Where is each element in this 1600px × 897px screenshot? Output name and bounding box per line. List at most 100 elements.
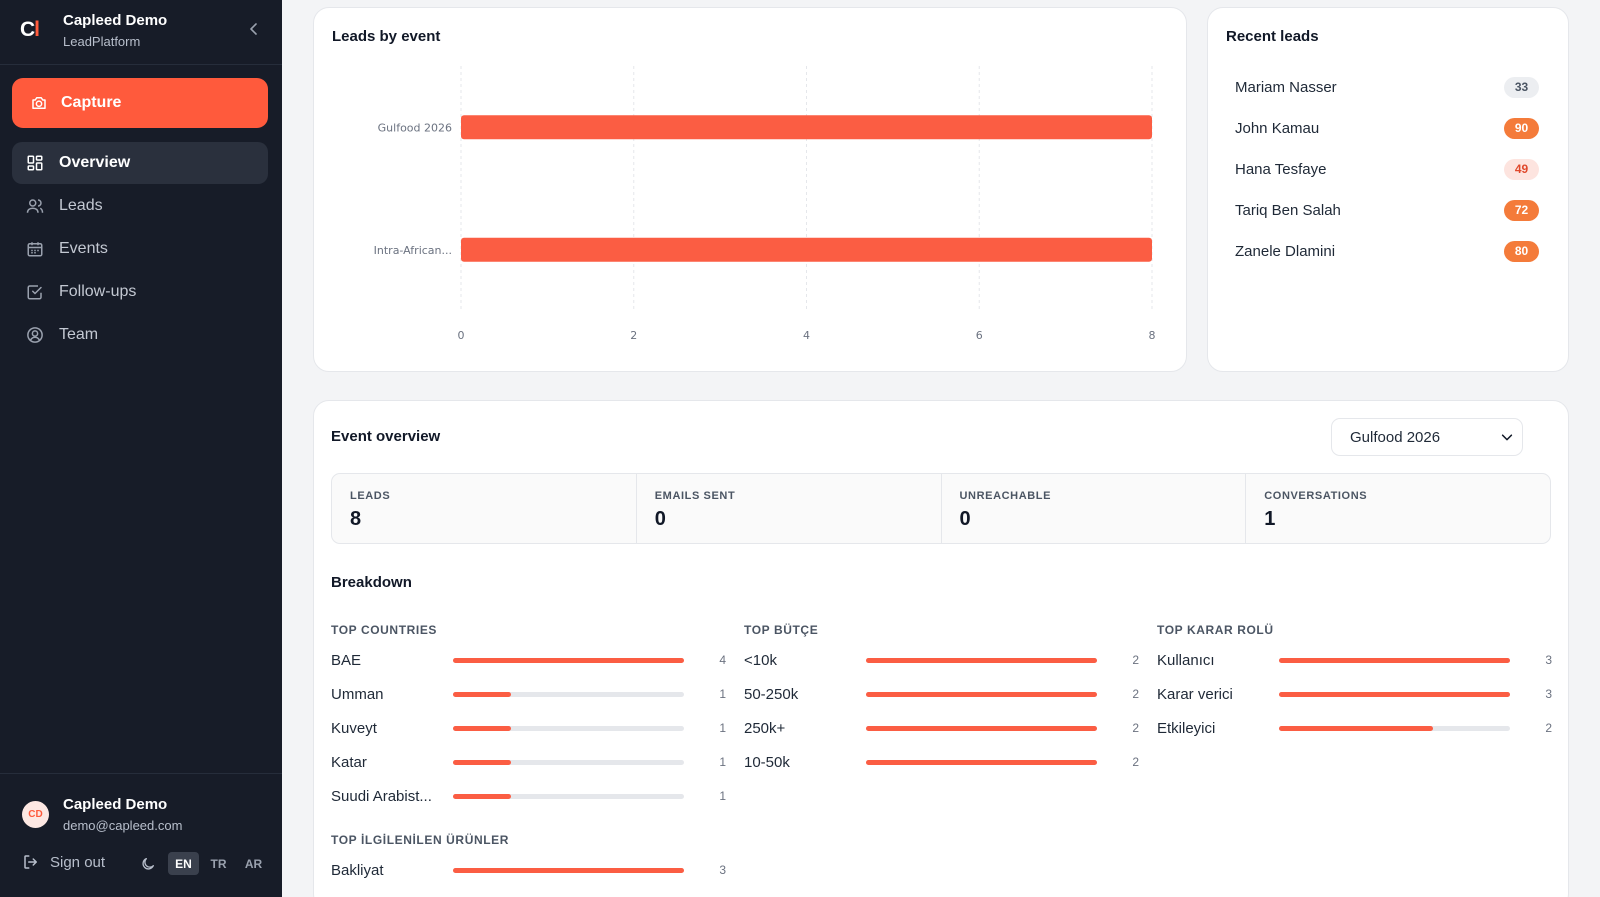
- breakdown-label: <10k: [744, 651, 777, 669]
- breakdown-row: 250k+ 2: [744, 711, 1139, 745]
- breakdown-bar-fill: [1279, 691, 1510, 697]
- breakdown-bar-track: [866, 657, 1097, 663]
- sidebar: Cl Capleed Demo LeadPlatform Capture Ove…: [0, 0, 282, 897]
- capture-button[interactable]: Capture: [12, 78, 268, 128]
- breakdown-bar-fill: [866, 759, 1097, 765]
- stat-label: CONVERSATIONS: [1264, 490, 1368, 502]
- grid-icon: [27, 155, 43, 171]
- breakdown-count: 2: [1545, 721, 1552, 735]
- recent-lead-row[interactable]: Tariq Ben Salah 72: [1226, 195, 1548, 225]
- x-tick-label: 2: [630, 329, 637, 342]
- language-en[interactable]: EN: [168, 852, 199, 875]
- sidebar-item-leads[interactable]: Leads: [12, 185, 268, 227]
- bar[interactable]: [461, 115, 1152, 140]
- breakdown-bar-fill: [1279, 657, 1510, 663]
- breakdown-row: Umman 1: [331, 677, 726, 711]
- stat-leads: LEADS 8: [332, 474, 637, 543]
- breakdown-heading: TOP İLGİLENİLEN ÜRÜNLER: [331, 833, 510, 847]
- y-category-label: Gulfood 2026: [378, 121, 452, 134]
- breakdown-label: Bakliyat: [331, 861, 384, 879]
- card-title: Recent leads: [1226, 28, 1319, 45]
- breakdown-row: 50-250k 2: [744, 677, 1139, 711]
- sidebar-item-label: Follow-ups: [59, 283, 137, 300]
- breakdown-row: Karar verici 3: [1157, 677, 1552, 711]
- lead-name: Tariq Ben Salah: [1235, 201, 1341, 219]
- breakdown-count: 2: [1132, 755, 1139, 769]
- users-icon: [26, 199, 44, 213]
- breakdown-group: TOP İLGİLENİLEN ÜRÜNLER Bakliyat 3: [331, 833, 726, 887]
- avatar: CD: [22, 801, 49, 828]
- breakdown-bar-fill: [453, 759, 511, 765]
- breakdown-count: 3: [1545, 653, 1552, 667]
- breakdown-bar-track: [453, 725, 684, 731]
- sidebar-item-events[interactable]: Events: [12, 228, 268, 270]
- recent-lead-row[interactable]: John Kamau 90: [1226, 113, 1548, 143]
- breakdown-group: TOP KARAR ROLÜ Kullanıcı 3 Karar verici 3 Etk…: [1157, 623, 1552, 745]
- sidebar-item-overview[interactable]: Overview: [12, 142, 268, 184]
- breakdown-row: Etkileyici 2: [1157, 711, 1552, 745]
- sidebar-item-label: Overview: [59, 154, 131, 171]
- breakdown-title: Breakdown: [331, 574, 412, 591]
- sidebar-item-follow-ups[interactable]: Follow-ups: [12, 271, 268, 313]
- breakdown-count: 1: [719, 687, 726, 701]
- sidebar-item-label: Team: [59, 326, 99, 343]
- breakdown-bar-fill: [866, 691, 1097, 697]
- stat-value: 0: [654, 508, 666, 530]
- lead-name: Zanele Dlamini: [1235, 242, 1336, 260]
- recent-leads-card: Recent leads Mariam Nasser 33 John Kamau 90…: [1207, 7, 1569, 372]
- calendar-icon: [27, 242, 43, 257]
- breakdown-group: TOP COUNTRIES BAE 4 Umman 1 Kuveyt 1 Katar 1 Suud…: [331, 623, 726, 813]
- language-tr[interactable]: TR: [210, 856, 227, 871]
- language-ar[interactable]: AR: [244, 856, 263, 871]
- lead-score-badge: 72: [1504, 199, 1539, 221]
- breakdown-label: Katar: [331, 753, 367, 771]
- sign-out-icon: [24, 855, 37, 869]
- sign-out-button[interactable]: Sign out: [22, 853, 105, 871]
- breakdown-row: Kullanıcı 3: [1157, 643, 1552, 677]
- language-switcher: EN TR AR: [168, 852, 269, 875]
- breakdown-count: 3: [719, 863, 726, 877]
- breakdown-count: 1: [719, 721, 726, 735]
- leads-by-event-card: Leads by event 0 2 4 6 8 Gulfood 2026 Intra-Af…: [313, 7, 1187, 372]
- lead-score-badge: 80: [1504, 240, 1539, 262]
- breakdown-bar-fill: [453, 725, 511, 731]
- breakdown-label: 10-50k: [744, 753, 790, 771]
- recent-lead-row[interactable]: Zanele Dlamini 80: [1226, 236, 1548, 266]
- capture-label: Capture: [61, 94, 122, 111]
- breakdown-count: 4: [719, 653, 726, 667]
- breakdown-bar-track: [866, 759, 1097, 765]
- recent-lead-row[interactable]: Hana Tesfaye 49: [1226, 154, 1548, 184]
- user-circle-icon: [27, 327, 43, 343]
- chevron-down-icon: [1501, 434, 1513, 441]
- sidebar-item-team[interactable]: Team: [12, 314, 268, 356]
- camera-icon: [32, 97, 46, 109]
- chevron-left-icon[interactable]: [246, 21, 262, 37]
- brand-header: Cl Capleed Demo LeadPlatform: [0, 0, 282, 65]
- breakdown-bar-fill: [453, 657, 684, 663]
- x-tick-label: 0: [458, 329, 465, 342]
- bar[interactable]: [461, 237, 1152, 262]
- lead-score-badge: 90: [1504, 117, 1539, 139]
- sidebar-item-label: Events: [59, 240, 108, 257]
- stat-value: 8: [350, 508, 362, 530]
- lead-score-badge: 49: [1504, 158, 1539, 180]
- recent-lead-row[interactable]: Mariam Nasser 33: [1226, 72, 1548, 102]
- event-select[interactable]: Gulfood 2026: [1331, 418, 1523, 456]
- breakdown-count: 3: [1545, 687, 1552, 701]
- breakdown-heading: TOP COUNTRIES: [331, 623, 438, 637]
- check-square-icon: [27, 285, 42, 300]
- event-select-value: Gulfood 2026: [1350, 428, 1441, 446]
- divider: [0, 773, 282, 774]
- breakdown-bar-fill: [1279, 725, 1433, 731]
- breakdown-bar-track: [1279, 691, 1510, 697]
- breakdown-bar-track: [453, 793, 684, 799]
- breakdown-group: TOP BÜTÇE <10k 2 50-250k 2 250k+ 2 10-50k 2: [744, 623, 1139, 779]
- breakdown-bar-fill: [453, 691, 511, 697]
- breakdown-count: 2: [1132, 687, 1139, 701]
- stat-conversations: CONVERSATIONS 1: [1246, 474, 1550, 543]
- y-category-label: Intra-African...: [374, 244, 452, 257]
- breakdown-label: Suudi Arabist...: [331, 787, 432, 805]
- moon-icon[interactable]: [140, 856, 156, 872]
- breakdown-bar-track: [1279, 657, 1510, 663]
- x-tick-label: 8: [1149, 329, 1156, 342]
